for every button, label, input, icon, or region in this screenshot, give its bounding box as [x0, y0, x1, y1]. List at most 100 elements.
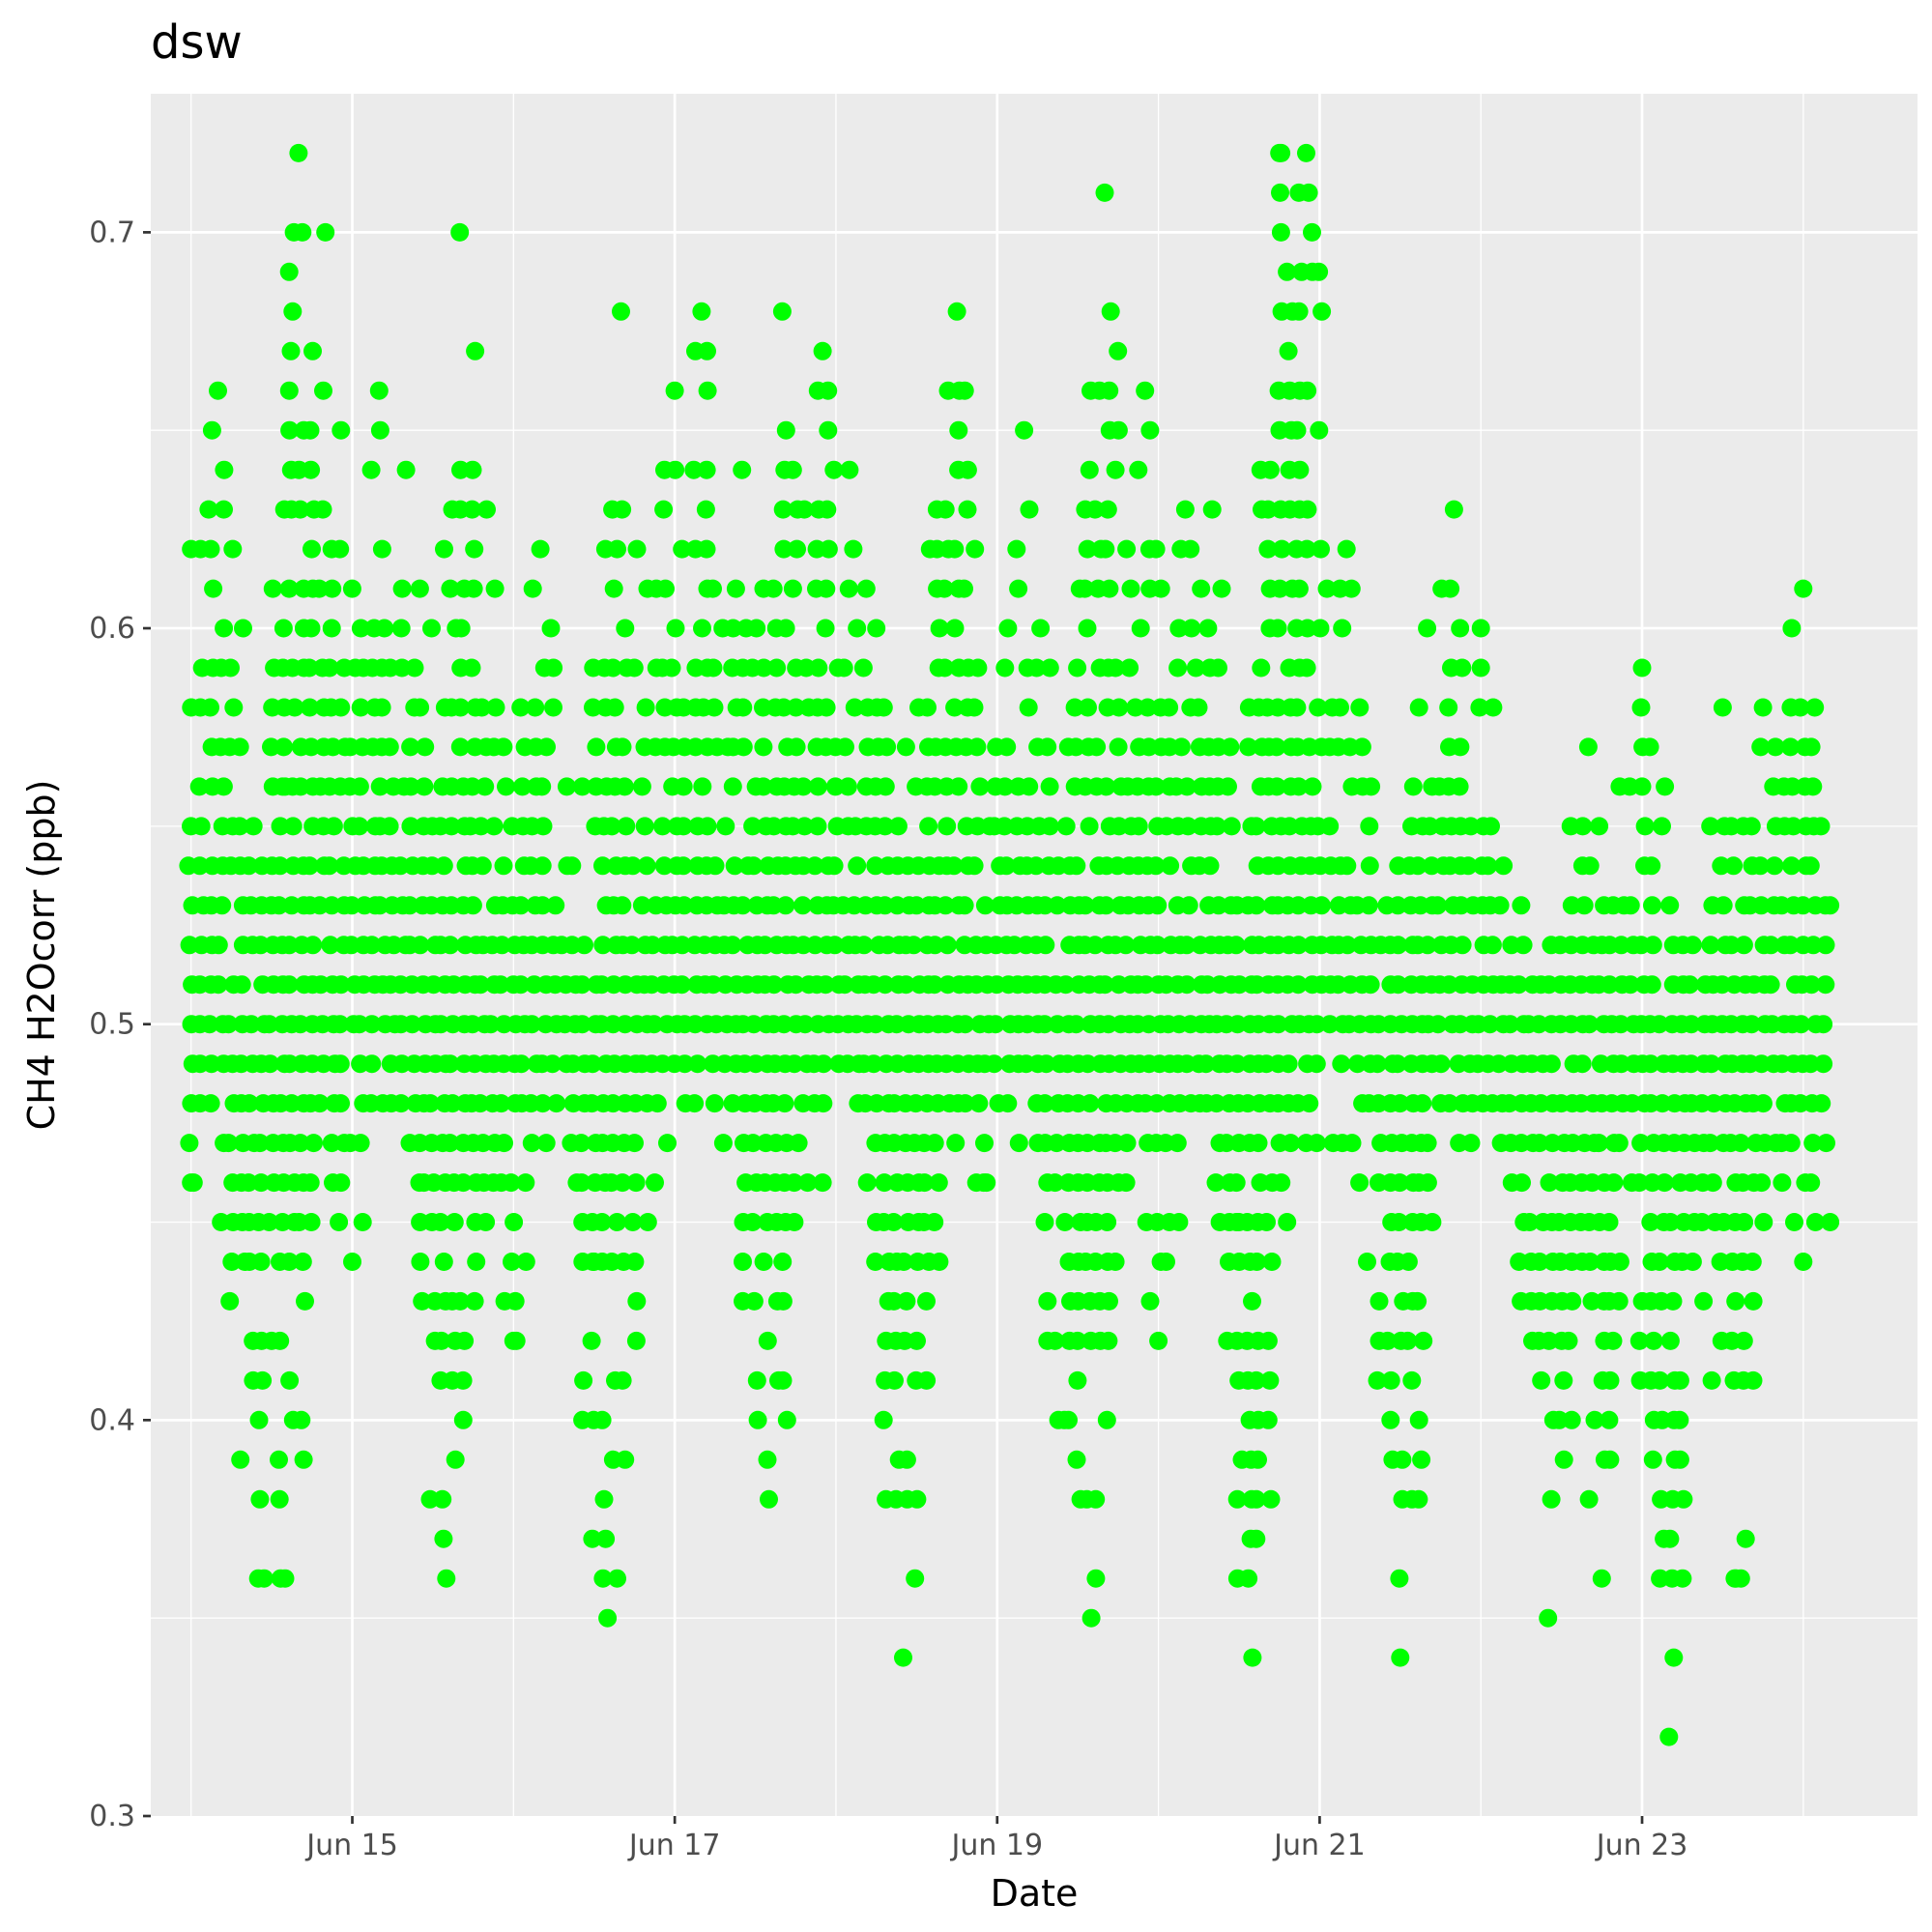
data-point: [263, 579, 282, 598]
data-point: [1642, 856, 1661, 876]
data-point: [1177, 936, 1197, 955]
data-point: [894, 1648, 912, 1667]
data-point: [251, 1253, 271, 1271]
data-point: [1761, 975, 1780, 995]
data-point: [1117, 1134, 1137, 1153]
data-point: [955, 896, 974, 915]
data-point: [747, 1370, 766, 1390]
data-point: [774, 539, 793, 559]
data-point: [1629, 1173, 1649, 1193]
data-point: [1663, 1291, 1683, 1311]
data-point: [945, 619, 965, 638]
data-point: [1794, 579, 1813, 598]
data-point: [1197, 1054, 1216, 1074]
data-point: [632, 896, 651, 915]
data-point: [1592, 1569, 1611, 1588]
data-point: [403, 1015, 421, 1034]
data-point: [636, 698, 655, 717]
data-point: [776, 420, 795, 440]
data-point: [411, 1253, 430, 1271]
data-point: [734, 698, 753, 717]
data-point: [275, 777, 295, 796]
data-point: [819, 420, 838, 440]
data-point: [1303, 777, 1322, 796]
data-point: [624, 658, 644, 678]
data-point: [558, 856, 577, 876]
data-point: [1247, 1370, 1266, 1390]
data-point: [445, 1213, 464, 1231]
data-point: [1169, 619, 1189, 638]
data-point: [1370, 1291, 1389, 1311]
data-point: [908, 1331, 926, 1350]
data-point: [834, 658, 853, 678]
data-point: [1514, 936, 1533, 955]
data-point: [613, 1370, 632, 1390]
data-point: [598, 1608, 618, 1628]
data-point: [322, 619, 341, 638]
data-point: [1742, 1015, 1761, 1034]
data-point: [1603, 1331, 1623, 1350]
data-point: [420, 1094, 440, 1113]
data-point: [716, 817, 735, 836]
data-point: [743, 1134, 763, 1153]
data-point: [396, 460, 416, 479]
data-point: [351, 698, 370, 717]
data-point: [1817, 1134, 1835, 1153]
data-point: [1332, 1054, 1351, 1074]
data-point: [477, 500, 496, 519]
data-point: [1572, 1054, 1592, 1074]
data-point: [617, 817, 636, 836]
data-point: [1664, 1648, 1684, 1667]
data-point: [1418, 936, 1437, 955]
data-point: [434, 1253, 453, 1271]
data-point: [930, 1253, 949, 1271]
data-point: [209, 381, 227, 400]
data-point: [442, 817, 461, 836]
data-point: [866, 1015, 885, 1034]
data-point: [1418, 1173, 1437, 1193]
data-point: [1621, 896, 1640, 915]
data-point: [1040, 817, 1059, 836]
data-point: [786, 975, 805, 995]
data-point: [613, 896, 632, 915]
data-point: [956, 1015, 975, 1034]
data-point: [713, 1134, 733, 1153]
data-point: [1272, 539, 1291, 559]
data-point: [1110, 698, 1129, 717]
data-point: [391, 1094, 411, 1113]
data-point: [925, 936, 944, 955]
data-point: [370, 420, 389, 440]
data-point: [505, 1213, 524, 1231]
data-point: [587, 737, 606, 757]
data-point: [392, 658, 412, 678]
data-point: [1801, 1054, 1820, 1074]
data-point: [809, 658, 828, 678]
data-point: [1278, 262, 1297, 281]
data-point: [1278, 1213, 1297, 1231]
data-point: [1782, 619, 1802, 638]
data-point: [350, 777, 369, 796]
data-point: [223, 539, 243, 559]
data-point: [946, 1134, 966, 1153]
data-point: [635, 817, 654, 836]
data-point: [1631, 698, 1651, 717]
data-point: [1348, 1054, 1367, 1074]
data-point: [343, 1253, 361, 1271]
data-point: [734, 896, 752, 915]
data-point: [1632, 777, 1652, 796]
data-point: [1350, 1173, 1370, 1193]
data-point: [1702, 1054, 1721, 1074]
data-point: [1591, 1054, 1610, 1074]
data-point: [949, 420, 968, 440]
data-point: [437, 1569, 456, 1588]
data-point: [331, 1015, 350, 1034]
data-point: [1222, 817, 1241, 836]
data-point: [1098, 500, 1117, 519]
data-point: [443, 1094, 462, 1113]
data-point: [1703, 1173, 1722, 1193]
data-point: [1640, 737, 1659, 757]
data-point: [1632, 658, 1652, 678]
data-point: [813, 1173, 832, 1193]
data-point: [1751, 896, 1771, 915]
data-point: [1670, 1410, 1689, 1429]
